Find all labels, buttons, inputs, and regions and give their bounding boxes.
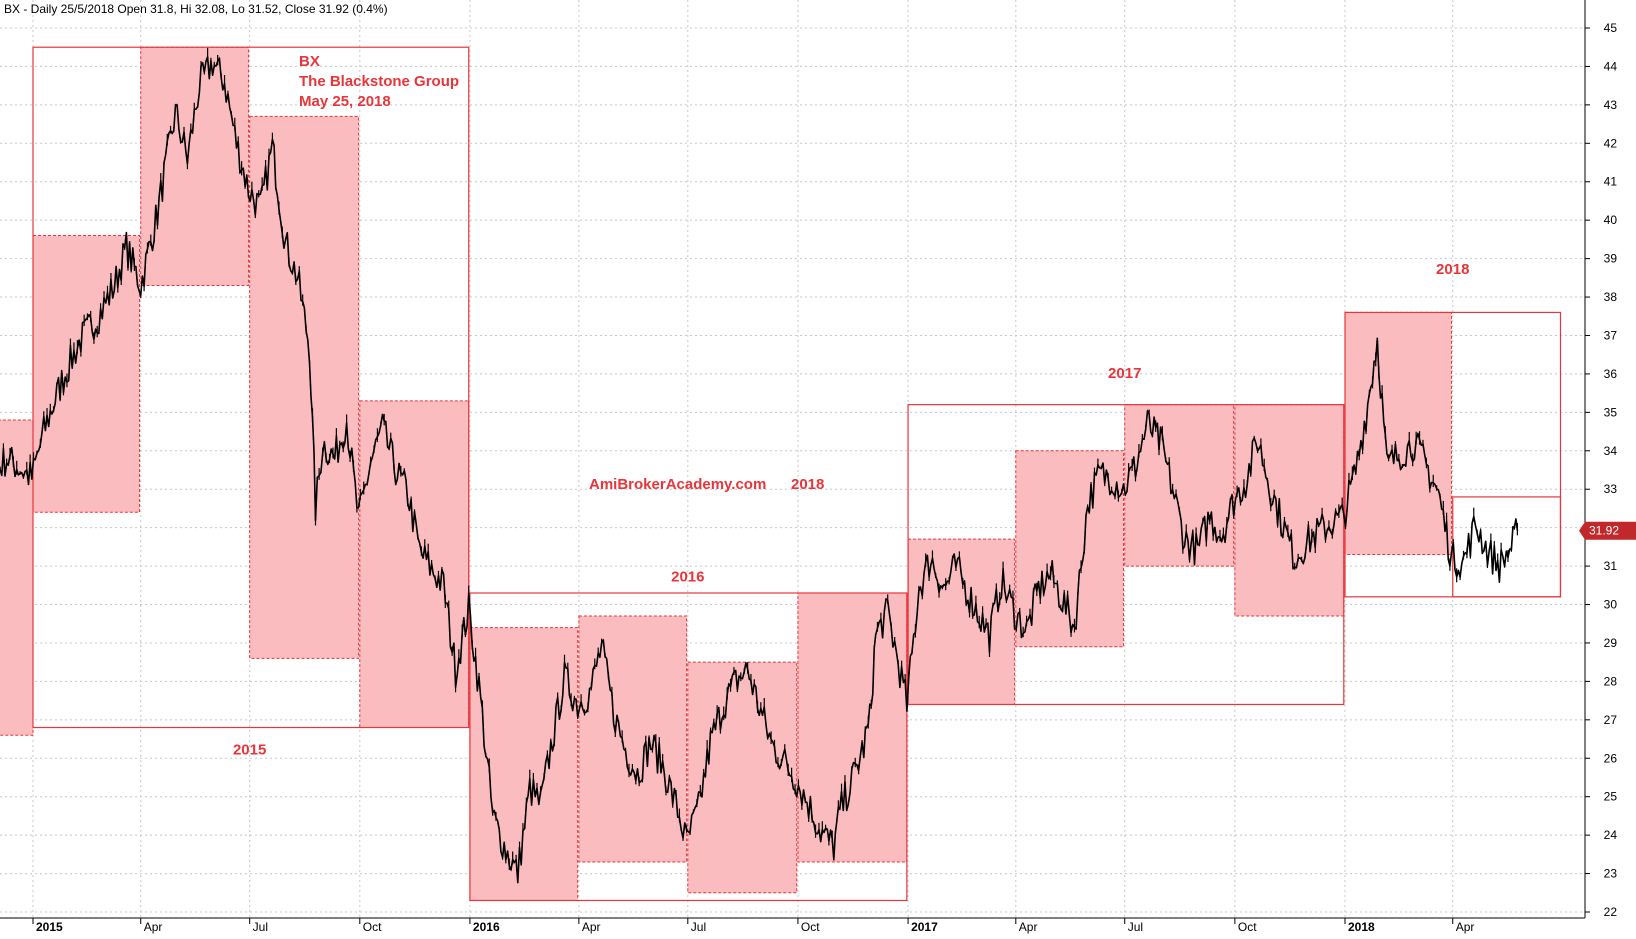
- x-tick-label: Jul: [691, 920, 706, 934]
- quarter-box: [1344, 311, 1453, 556]
- x-tick-label: Oct: [363, 920, 382, 934]
- year-box: [469, 592, 908, 902]
- chart-header: BX - Daily 25/5/2018 Open 31.8, Hi 32.08…: [4, 2, 388, 16]
- info-date: May 25, 2018: [299, 93, 391, 110]
- y-tick-label: 25: [1604, 790, 1618, 804]
- x-tick-label: Oct: [1238, 920, 1257, 934]
- y-tick-label: 42: [1604, 136, 1618, 150]
- x-tick-label: Apr: [1456, 920, 1475, 934]
- y-tick-label: 39: [1604, 252, 1618, 266]
- x-tick-label: 2016: [473, 920, 500, 934]
- y-tick-label: 30: [1604, 598, 1618, 612]
- y-tick-label: 22: [1604, 905, 1618, 919]
- quarter-box: [140, 46, 249, 287]
- y-tick-label: 41: [1604, 175, 1618, 189]
- x-tick-label: Jul: [253, 920, 268, 934]
- x-tick-label: Apr: [582, 920, 601, 934]
- quarter-box: [32, 235, 141, 513]
- y-tick-label: 35: [1604, 405, 1618, 419]
- x-tick-label: 2018: [1348, 920, 1375, 934]
- y-tick-label: 27: [1604, 713, 1618, 727]
- watermark-site: AmiBrokerAcademy.com: [589, 476, 766, 493]
- quarter-range-boxes: [0, 46, 1562, 902]
- year-box: [1344, 311, 1562, 598]
- y-tick-label: 23: [1604, 867, 1618, 881]
- y-tick-label: 36: [1604, 367, 1618, 381]
- y-tick-label: 29: [1604, 636, 1618, 650]
- x-tick-label: Oct: [801, 920, 820, 934]
- year-annotation: 2018: [1436, 261, 1469, 278]
- watermark: AmiBrokerAcademy.com 2018: [589, 476, 824, 493]
- quarter-box: [907, 538, 1016, 705]
- year-box: [907, 404, 1345, 706]
- y-axis: 2223242526272829303132333435363738394041…: [1584, 0, 1618, 919]
- y-tick-label: 31: [1604, 559, 1618, 573]
- x-tick-label: Apr: [144, 920, 163, 934]
- year-labels: 2015 2016 2017 2018: [233, 261, 1469, 758]
- price-tag-label: 31.92: [1589, 524, 1619, 538]
- price-tag-shape: [1579, 521, 1636, 540]
- year-annotation: 2016: [671, 568, 704, 585]
- x-axis: 2015 Apr Jul Oct 2016 Apr Jul Oct 2017 Apr Jul Oct 2…: [0, 917, 1585, 934]
- quarter-box: [578, 615, 688, 863]
- y-tick-label: 26: [1604, 751, 1618, 765]
- info-box: BX The Blackstone Group May 25, 2018: [299, 53, 459, 110]
- y-tick-label: 44: [1604, 59, 1618, 73]
- year-box: [32, 46, 470, 729]
- last-price-tag: 31.92: [1579, 521, 1636, 540]
- y-tick-label: 38: [1604, 290, 1618, 304]
- year-annotation: 2017: [1108, 365, 1141, 382]
- x-tick-label: Jul: [1128, 920, 1143, 934]
- y-tick-label: 45: [1604, 21, 1618, 35]
- watermark-year: 2018: [791, 476, 824, 493]
- quarter-box: [469, 627, 579, 901]
- quarter-box: [249, 115, 360, 659]
- price-series: [0, 48, 1519, 884]
- quarter-box: [359, 400, 470, 729]
- y-tick-label: 28: [1604, 674, 1618, 688]
- y-tick-label: 37: [1604, 328, 1618, 342]
- y-tick-label: 34: [1604, 444, 1618, 458]
- quarter-box: [1234, 404, 1345, 617]
- x-tick-label: Apr: [1019, 920, 1038, 934]
- quarter-box: [797, 592, 908, 863]
- y-tick-label: 40: [1604, 213, 1618, 227]
- year-annotation: 2015: [233, 741, 266, 758]
- y-tick-label: 24: [1604, 828, 1618, 842]
- info-company: The Blackstone Group: [299, 73, 459, 90]
- info-ticker: BX: [299, 53, 320, 70]
- x-tick-label: 2017: [911, 920, 938, 934]
- x-tick-label: 2015: [36, 920, 63, 934]
- y-tick-label: 33: [1604, 482, 1618, 496]
- y-tick-label: 43: [1604, 98, 1618, 112]
